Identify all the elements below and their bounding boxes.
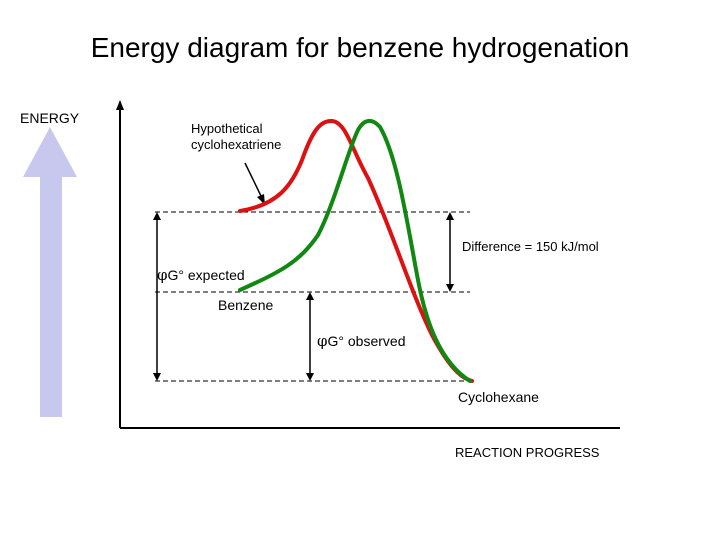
energy-axis-label: ENERGY (20, 110, 80, 126)
y-axis-arrowhead-icon (116, 100, 124, 110)
phi-symbol-expected: φ (157, 266, 168, 284)
hypothetical-pointer-arrow (244, 162, 265, 205)
observed-delta-text: G° observed (327, 333, 406, 349)
benzene-label: Benzene (218, 297, 274, 313)
reaction-progress-label: REACTION PROGRESS (455, 445, 600, 460)
expected-delta-arrow (153, 212, 161, 381)
hypothetical-label-line2: cyclohexatriene (191, 137, 282, 152)
hypothetical-label-line1: Hypothetical (191, 121, 263, 136)
benzene-curve (238, 119, 472, 383)
diagram-title: Energy diagram for benzene hydrogenation (90, 32, 630, 63)
difference-label: Difference = 150 kJ/mol (462, 239, 599, 254)
difference-arrow (446, 212, 454, 292)
expected-delta-text: G° expected (167, 267, 245, 283)
phi-symbol-observed: φ (317, 332, 328, 350)
observed-delta-label: φG° observed (317, 332, 406, 350)
expected-delta-label: φG° expected (157, 266, 245, 284)
observed-delta-arrow (306, 292, 314, 381)
energy-up-arrow-icon (23, 127, 77, 417)
cyclohexane-label: Cyclohexane (458, 389, 539, 405)
hypothetical-label: Hypothetical cyclohexatriene (191, 121, 281, 153)
